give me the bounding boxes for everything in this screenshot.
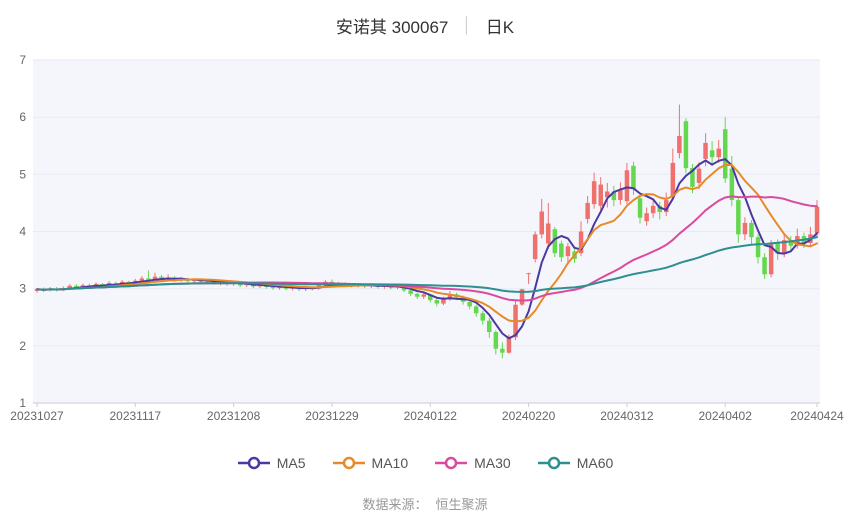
legend-label: MA10 xyxy=(371,455,409,471)
svg-text:2: 2 xyxy=(19,339,26,353)
ma10-line xyxy=(36,164,818,323)
kline-period-label: 日K xyxy=(485,18,515,37)
svg-text:20231229: 20231229 xyxy=(305,409,359,423)
x-axis xyxy=(33,402,820,407)
svg-text:20231208: 20231208 xyxy=(207,409,261,423)
ma60-legend-marker-icon xyxy=(537,456,570,470)
ma5-legend-marker-icon xyxy=(237,456,270,470)
svg-text:20240402: 20240402 xyxy=(699,409,753,423)
svg-text:20240312: 20240312 xyxy=(600,409,654,423)
data-source-label: 数据来源： xyxy=(362,497,428,512)
legend-item-ma30[interactable]: MA30 xyxy=(434,455,511,471)
svg-text:20240424: 20240424 xyxy=(790,409,844,423)
svg-text:20240220: 20240220 xyxy=(502,409,556,423)
legend-item-ma10[interactable]: MA10 xyxy=(332,455,409,471)
title-separator: │ xyxy=(462,17,472,34)
legend-label: MA30 xyxy=(474,455,511,471)
svg-text:7: 7 xyxy=(19,53,26,67)
legend-item-ma60[interactable]: MA60 xyxy=(537,455,614,471)
ma5-line xyxy=(36,158,818,340)
ma10-legend-marker-icon xyxy=(332,456,365,470)
svg-text:6: 6 xyxy=(19,110,26,124)
legend-item-ma5[interactable]: MA5 xyxy=(237,455,306,471)
ma30-legend-marker-icon xyxy=(435,456,468,470)
svg-text:5: 5 xyxy=(19,167,26,181)
stock-name-code: 安诺其 300067 xyxy=(335,18,449,37)
data-source: 数据来源： 恒生聚源 xyxy=(0,494,850,513)
ma60-line xyxy=(36,236,818,293)
svg-text:1: 1 xyxy=(19,396,26,410)
x-axis-labels: 20231027 20231117 20231208 20231229 20240122… xyxy=(10,409,844,423)
legend-label: MA60 xyxy=(576,455,614,471)
svg-text:4: 4 xyxy=(19,225,26,239)
svg-text:20231027: 20231027 xyxy=(10,409,64,423)
ma-legend: MA5 MA10 MA30 MA60 xyxy=(0,455,850,471)
chart-title: 安诺其 300067 │ 日K xyxy=(0,0,850,38)
legend-label: MA5 xyxy=(276,455,306,471)
svg-text:20240122: 20240122 xyxy=(404,409,458,423)
y-axis-labels: 1 2 3 4 5 6 7 xyxy=(19,53,26,410)
data-source-value: 恒生聚源 xyxy=(435,497,488,512)
ma-lines-layer xyxy=(36,158,818,340)
svg-text:20231117: 20231117 xyxy=(109,409,161,423)
grid-layer xyxy=(33,59,820,347)
svg-text:3: 3 xyxy=(19,282,26,296)
